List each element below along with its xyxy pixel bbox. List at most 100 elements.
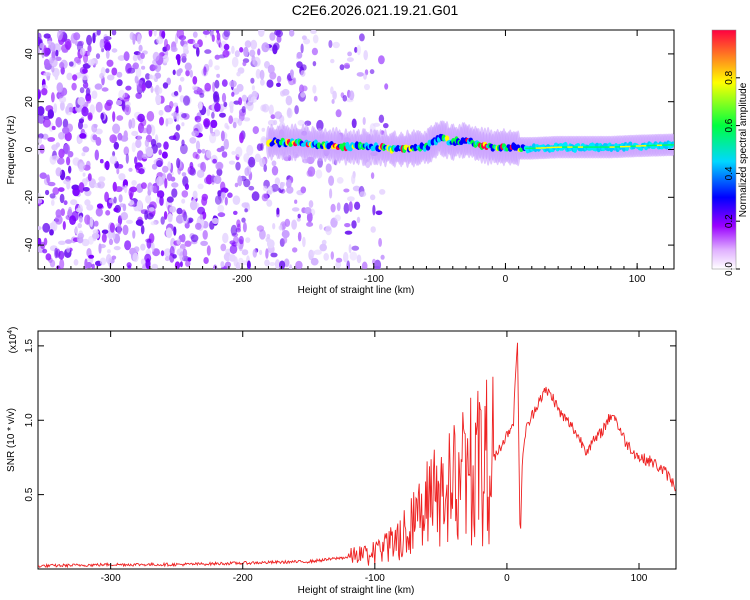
noise-speck: [51, 144, 58, 151]
noise-speck: [135, 67, 142, 78]
noise-speck: [304, 120, 312, 126]
noise-speck: [111, 48, 118, 53]
noise-speck: [261, 42, 270, 53]
noise-speck: [312, 84, 317, 94]
noise-speck: [243, 178, 251, 188]
noise-speck: [349, 251, 358, 261]
noise-speck: [57, 157, 65, 165]
noise-speck: [291, 207, 300, 212]
noise-speck: [150, 221, 157, 226]
noise-speck: [181, 139, 185, 147]
x-tick-label: -300: [100, 274, 120, 285]
noise-speck: [243, 117, 251, 122]
noise-speck: [250, 96, 257, 103]
noise-speck: [86, 160, 91, 168]
noise-speck: [58, 132, 65, 140]
noise-speck: [311, 47, 318, 56]
noise-speck: [262, 103, 270, 113]
noise-speck: [105, 49, 110, 59]
noise-speck: [116, 79, 123, 87]
noise-speck: [73, 259, 79, 266]
noise-speck: [313, 249, 322, 255]
noise-speck: [266, 233, 271, 239]
noise-speck: [343, 62, 350, 69]
noise-speck: [151, 125, 156, 136]
noise-speck: [178, 68, 183, 74]
noise-speck: [156, 160, 163, 167]
noise-speck: [211, 111, 215, 119]
noise-speck: [60, 208, 65, 217]
noise-speck: [125, 63, 132, 74]
noise-speck: [242, 222, 247, 233]
noise-speck: [248, 156, 256, 168]
noise-speck: [221, 151, 228, 158]
noise-speck: [232, 121, 237, 129]
noise-speck: [68, 107, 74, 113]
noise-speck: [306, 211, 313, 223]
noise-speck: [137, 33, 142, 45]
noise-speck: [145, 146, 154, 157]
noise-speck: [380, 254, 385, 260]
noise-speck: [162, 165, 169, 173]
noise-speck: [53, 103, 58, 114]
noise-speck: [211, 34, 215, 42]
noise-speck: [229, 101, 234, 109]
noise-speck: [94, 83, 103, 90]
noise-speck: [319, 243, 328, 252]
noise-speck: [121, 100, 126, 111]
noise-speck: [223, 138, 229, 150]
svg-text:(x104): (x104): [7, 327, 19, 354]
noise-speck: [331, 99, 335, 104]
noise-speck: [184, 240, 192, 247]
noise-speck: [209, 132, 217, 144]
noise-speck: [87, 51, 91, 56]
colorbar-gradient: [711, 29, 737, 270]
noise-speck: [192, 76, 198, 85]
noise-speck: [69, 215, 77, 226]
noise-speck: [95, 53, 101, 59]
noise-speck: [46, 174, 50, 184]
noise-speck: [236, 83, 244, 92]
noise-speck: [181, 172, 187, 177]
noise-speck: [148, 30, 153, 37]
noise-speck: [289, 69, 294, 77]
noise-speck: [238, 97, 243, 106]
noise-speck: [99, 38, 105, 49]
noise-speck: [91, 123, 98, 133]
noise-speck: [304, 207, 312, 215]
noise-speck: [286, 179, 292, 189]
noise-speck: [98, 244, 106, 249]
noise-speck: [181, 53, 187, 59]
x-tick-label: 0: [503, 274, 509, 285]
noise-speck: [223, 101, 228, 108]
noise-speck: [108, 199, 113, 204]
noise-speck: [131, 180, 137, 186]
noise-speck: [38, 199, 43, 204]
noise-speck: [85, 87, 91, 96]
noise-speck: [241, 217, 246, 223]
noise-speck: [38, 32, 42, 41]
noise-speck: [79, 87, 85, 94]
noise-speck: [43, 72, 52, 77]
noise-speck: [285, 95, 293, 106]
noise-speck: [190, 234, 199, 243]
noise-speck: [124, 104, 131, 116]
noise-speck: [170, 176, 176, 182]
noise-speck: [213, 175, 222, 185]
noise-speck: [160, 216, 165, 225]
noise-speck: [99, 159, 104, 164]
noise-speck: [54, 215, 63, 225]
noise-speck: [101, 229, 109, 235]
noise-speck: [300, 91, 306, 98]
noise-speck: [214, 65, 220, 71]
noise-speck: [118, 173, 126, 181]
noise-speck: [212, 81, 216, 93]
noise-speck: [61, 49, 69, 53]
noise-speck: [173, 102, 178, 108]
noise-speck: [192, 31, 198, 38]
noise-speck: [259, 157, 266, 167]
noise-speck: [47, 181, 56, 187]
noise-speck: [155, 94, 162, 105]
noise-speck: [370, 194, 376, 201]
